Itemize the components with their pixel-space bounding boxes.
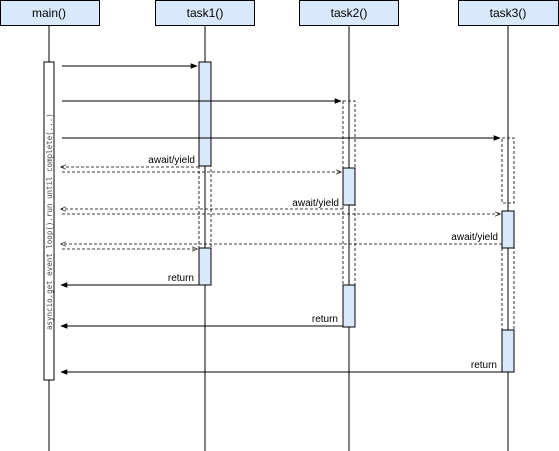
- task3-suspended-frame: [501, 137, 515, 204]
- activation-bars: [198, 61, 515, 373]
- participant-task2-box: [299, 0, 399, 26]
- await-yield-label-2: await/yield: [292, 198, 339, 209]
- return-arrows: [60, 282, 502, 375]
- task2-activation-1: [342, 167, 356, 206]
- task3-activation-1: [501, 210, 515, 249]
- lifelines: [48, 25, 509, 451]
- main-activation: asyncio.get_event_loop().run_until_compl…: [43, 61, 55, 381]
- participant-task1-label: task1(): [187, 6, 224, 20]
- suspended-frames: [198, 100, 515, 331]
- main-activation-label: asyncio.get_event_loop().run_until_compl…: [45, 113, 54, 330]
- task2-activation-2: [342, 284, 356, 328]
- participant-main-box: [0, 0, 100, 26]
- task1-activation-1: [198, 61, 212, 167]
- return-label-2: return: [312, 314, 338, 325]
- participant-task1-box: [155, 0, 255, 26]
- message-labels: await/yield await/yield await/yield retu…: [148, 155, 498, 371]
- participant-task2-label: task2(): [331, 6, 368, 20]
- main-activation-bar: [43, 61, 55, 381]
- call-arrows: [62, 63, 501, 141]
- participant-task3-box: [458, 0, 559, 26]
- task1-activation-2: [198, 247, 212, 286]
- participant-task3-label: task3(): [490, 6, 527, 20]
- participant-main-label: main(): [32, 6, 66, 20]
- await-yield-label-3: await/yield: [451, 232, 498, 243]
- await-yield-label-1: await/yield: [148, 155, 195, 166]
- task3-activation-2: [501, 329, 515, 373]
- return-label-1: return: [168, 273, 194, 284]
- yield-arrows: [61, 167, 502, 249]
- participant-headers: main() task1() task2() task3(): [0, 0, 559, 26]
- return-label-3: return: [471, 360, 497, 371]
